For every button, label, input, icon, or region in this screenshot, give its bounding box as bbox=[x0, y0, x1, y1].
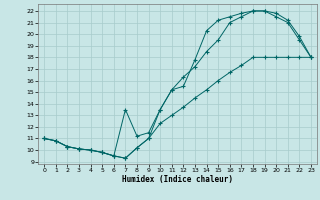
X-axis label: Humidex (Indice chaleur): Humidex (Indice chaleur) bbox=[122, 175, 233, 184]
